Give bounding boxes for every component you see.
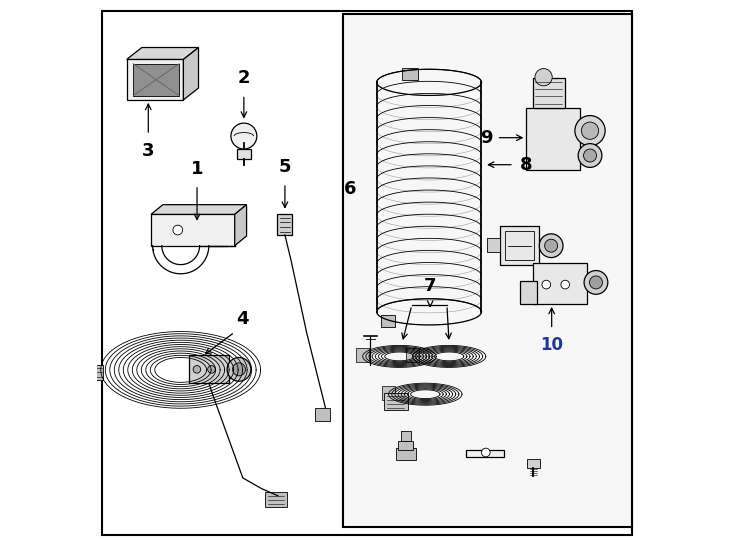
Circle shape xyxy=(545,239,558,252)
Polygon shape xyxy=(384,393,407,410)
Circle shape xyxy=(482,448,490,457)
Text: 2: 2 xyxy=(238,70,250,87)
Polygon shape xyxy=(315,408,330,421)
Circle shape xyxy=(584,149,597,162)
Polygon shape xyxy=(184,48,198,100)
Polygon shape xyxy=(527,459,539,468)
Circle shape xyxy=(208,366,215,373)
Circle shape xyxy=(578,144,602,167)
Polygon shape xyxy=(533,263,586,304)
Text: 8: 8 xyxy=(520,156,533,174)
Polygon shape xyxy=(401,431,411,441)
Polygon shape xyxy=(487,238,501,252)
Text: 5: 5 xyxy=(279,158,291,176)
Bar xyxy=(343,14,631,526)
Circle shape xyxy=(231,123,257,149)
Circle shape xyxy=(227,357,251,381)
Circle shape xyxy=(173,225,183,235)
Circle shape xyxy=(581,122,599,139)
Polygon shape xyxy=(406,348,419,362)
Polygon shape xyxy=(356,348,369,362)
Polygon shape xyxy=(396,448,416,460)
Polygon shape xyxy=(151,214,235,246)
Polygon shape xyxy=(151,205,247,214)
Text: 9: 9 xyxy=(480,129,493,147)
Polygon shape xyxy=(235,205,247,246)
Polygon shape xyxy=(189,355,229,383)
Circle shape xyxy=(193,366,200,373)
Polygon shape xyxy=(133,64,179,96)
Circle shape xyxy=(589,276,603,289)
Text: 1: 1 xyxy=(191,160,203,178)
Polygon shape xyxy=(266,492,287,507)
Polygon shape xyxy=(382,386,395,400)
Polygon shape xyxy=(399,441,413,450)
Polygon shape xyxy=(501,226,539,265)
Polygon shape xyxy=(92,364,103,380)
Text: 3: 3 xyxy=(142,142,155,160)
Text: 6: 6 xyxy=(344,180,356,198)
Text: 10: 10 xyxy=(540,336,563,354)
Text: 4: 4 xyxy=(236,310,249,328)
Polygon shape xyxy=(381,315,395,327)
Circle shape xyxy=(233,363,245,376)
Circle shape xyxy=(584,271,608,294)
Polygon shape xyxy=(127,48,198,59)
Circle shape xyxy=(561,280,570,289)
Text: 7: 7 xyxy=(424,278,437,295)
Polygon shape xyxy=(526,108,581,170)
Circle shape xyxy=(535,69,552,86)
Polygon shape xyxy=(533,78,565,108)
Polygon shape xyxy=(237,149,251,159)
Polygon shape xyxy=(277,214,292,235)
Polygon shape xyxy=(402,68,418,79)
Polygon shape xyxy=(520,281,537,304)
Circle shape xyxy=(539,234,563,258)
Circle shape xyxy=(575,116,605,146)
Circle shape xyxy=(542,280,550,289)
Polygon shape xyxy=(127,59,184,100)
Polygon shape xyxy=(465,450,504,457)
